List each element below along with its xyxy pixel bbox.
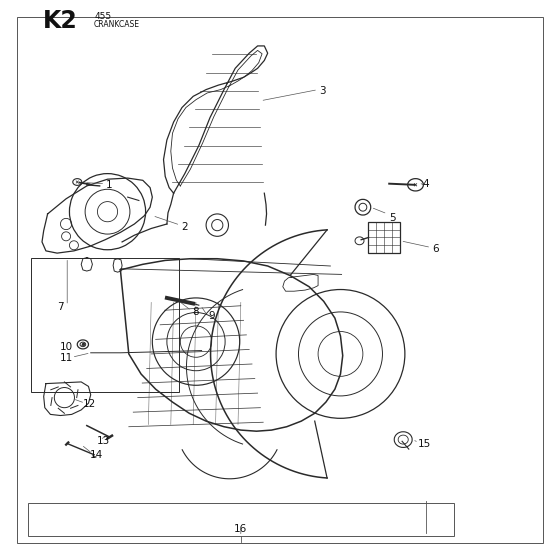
Text: 455: 455 [94,12,111,21]
Text: 2: 2 [181,222,188,232]
Text: 9: 9 [208,311,215,321]
Text: 8: 8 [193,307,199,317]
Text: 15: 15 [418,438,431,449]
Text: 16: 16 [234,524,248,534]
Text: 12: 12 [83,399,96,409]
Text: 3: 3 [319,86,325,96]
Text: K2: K2 [43,10,78,33]
Text: 7: 7 [57,302,64,312]
Text: 14: 14 [90,450,104,460]
Bar [368,222,400,253]
Bar [31,258,179,392]
Text: 1: 1 [106,180,113,190]
Text: 10: 10 [59,342,73,352]
Text: 11: 11 [59,353,73,363]
Text: 13: 13 [97,436,110,446]
Text: CRANKCASE: CRANKCASE [94,20,140,29]
Bar [28,503,454,536]
Text: 4: 4 [422,179,429,189]
Text: 5: 5 [389,213,395,223]
Text: 6: 6 [432,244,439,254]
